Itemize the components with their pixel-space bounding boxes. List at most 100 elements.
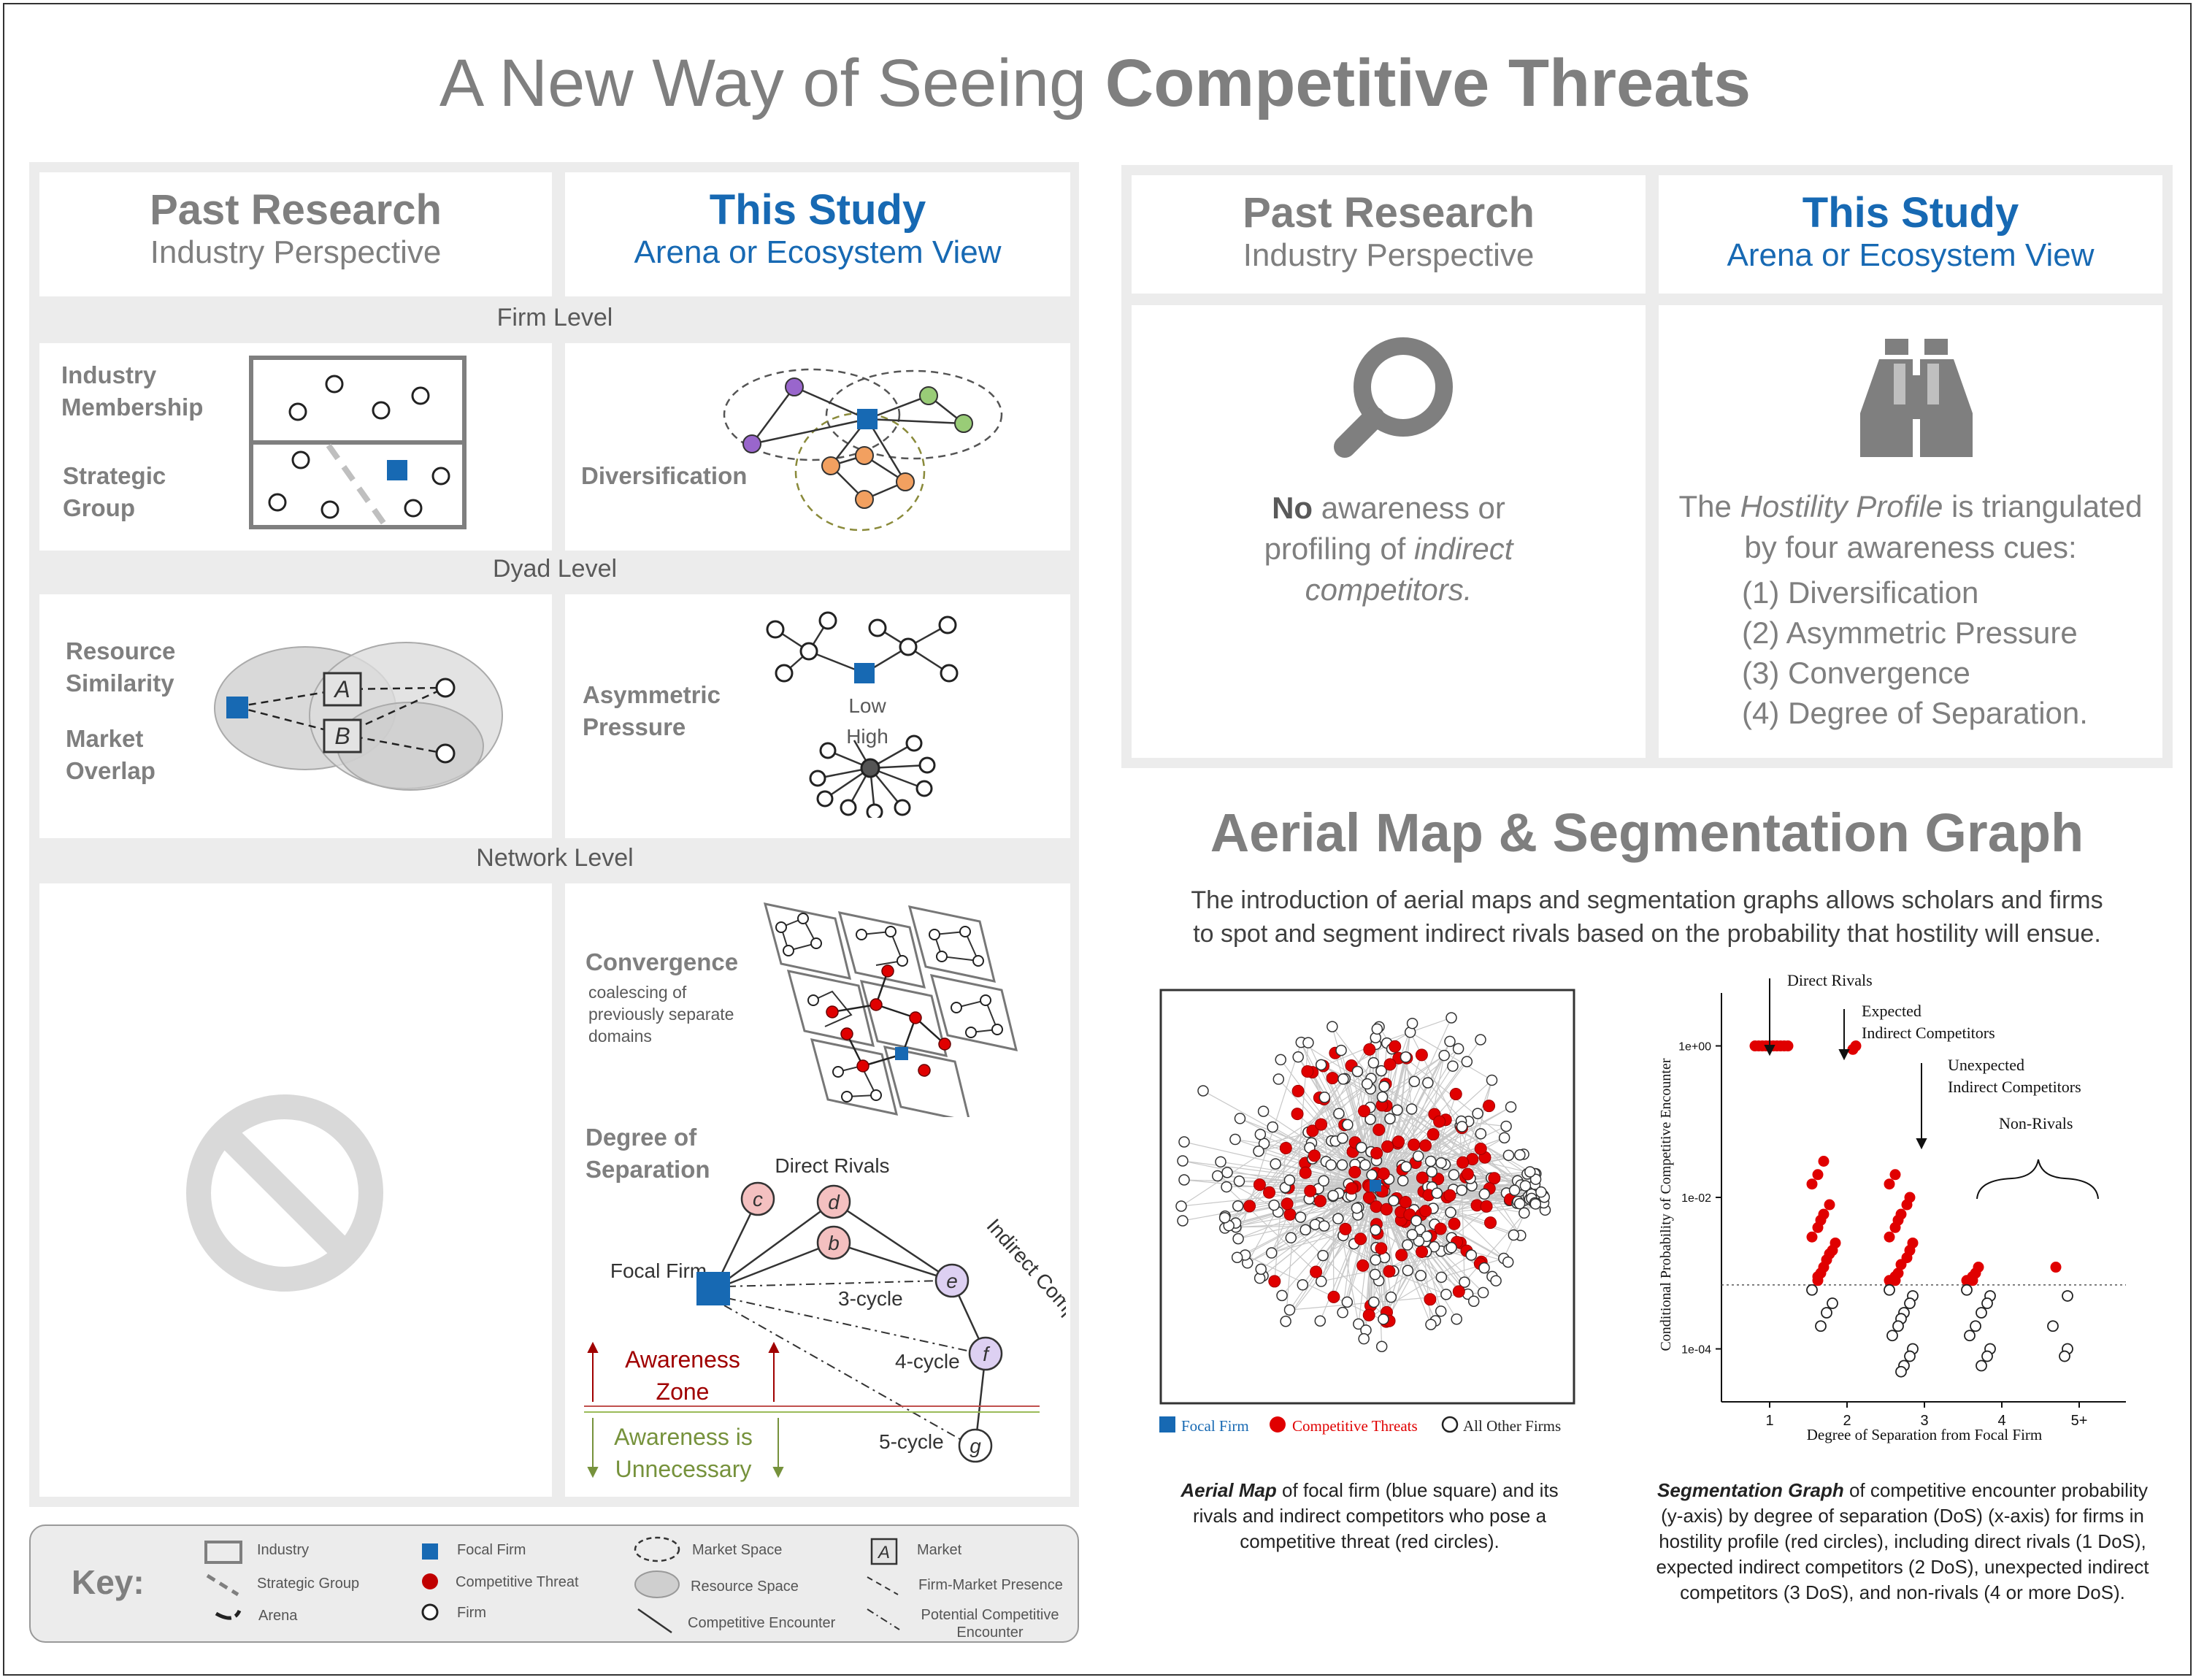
firm-node [1211,1170,1224,1182]
threat-node [1268,1275,1281,1288]
firm-node [1375,1340,1388,1352]
firm-node [1351,1202,1363,1214]
market-a [323,672,362,707]
threat-node [1392,1135,1405,1148]
firm-node [1428,1240,1440,1253]
firm-node [1412,1150,1424,1162]
annotation-direct-rivals: Direct Rivals [1787,971,1873,989]
firm-node [1424,1155,1437,1167]
firm-node [1472,1108,1483,1119]
threat-node [1389,1040,1402,1053]
threat-node [1418,1139,1432,1152]
firm-node [1529,1198,1542,1210]
firm-node [1385,1291,1397,1303]
convergence-diagram [763,902,1018,1117]
hp-line1b: Hostility Profile [1740,489,1943,523]
market-space [723,368,901,461]
firm-node [1254,1128,1267,1140]
scatter-point [1815,1320,1827,1332]
threat-node [1377,1167,1390,1181]
market-space-key-icon [634,1536,680,1562]
industry-diagram [249,356,467,529]
threat-node [1434,1222,1447,1235]
left-past-subtitle: Industry Perspective [150,234,442,270]
firm-node [1270,1158,1281,1170]
threat-node [1263,1186,1276,1199]
threat-node [1313,1194,1327,1208]
awareness-unnecessary-label: Awareness is Unnecessary [614,1424,753,1482]
diversification-label: Diversification [581,462,748,489]
firm-node [1408,1075,1421,1088]
competitive-encounter-key-icon [637,1608,672,1634]
firm-node [1280,1315,1291,1327]
scatter-point [1892,1320,1904,1332]
node-b: b [828,1232,840,1254]
key-arena: Arena [258,1608,298,1624]
resource-space-key-icon [634,1570,680,1598]
hp-line2: by four awareness cues: [1744,530,2077,564]
scatter-point [1961,1275,1973,1286]
right-header-past: Past Research Industry Perspective [1132,175,1646,294]
firm-node [1435,1305,1447,1317]
firm-node [1341,1296,1354,1308]
threat-node [1383,1265,1396,1278]
focal-firm-label: Focal Firm [610,1259,707,1282]
y-tick-label: 1e+00 [1678,1041,1711,1054]
threat-node [1461,1167,1474,1181]
firm-node [1425,1319,1437,1330]
firm-node [1177,1155,1189,1167]
firm-node [1318,1092,1331,1103]
firm-node [1367,1056,1380,1069]
firm-node [1364,1113,1376,1125]
key-label: Key: [72,1563,145,1601]
threat-node [1243,1200,1256,1213]
firm-node [1467,1295,1480,1308]
firm-node [1177,1215,1189,1227]
focal-firm-square [857,409,878,429]
degree-of-separation-diagram: Direct Rivals Focal Firm c d b e f g Ind… [584,1154,1066,1478]
firm-node [1500,1120,1512,1132]
threat-node [1483,1100,1496,1113]
high-label: High [846,725,888,748]
binoculars-icon [1860,339,1973,457]
firm-node [1376,1091,1389,1103]
firm-node [1400,1161,1412,1173]
key-firm-market-presence: Firm-Market Presence [918,1577,1063,1593]
focal-firm-square [387,460,407,480]
threat-node [1399,1196,1412,1209]
firm-node [1410,1215,1422,1227]
firm-circle [411,386,430,405]
scatter-point [1964,1330,1976,1342]
focal-firm-key-icon [422,1543,438,1560]
asymmetric-pressure-diagram: Low High [766,611,959,818]
firm-node [1368,1296,1380,1308]
firm-node [1356,1141,1367,1154]
graph-caption-rest: of competitive encounter probability (y-… [1656,1479,2149,1603]
industry-key-icon [204,1541,242,1564]
cycle4-label: 4-cycle [895,1350,960,1373]
aerial-map [1159,989,1575,1405]
firm-node [1336,1159,1348,1171]
scatter-point [1818,1156,1830,1167]
firm-node [1327,1189,1339,1202]
threat-node [1308,1149,1321,1162]
firm-node [1384,1113,1396,1125]
threat-node [1448,1217,1461,1230]
aerial-map-caption: Aerial Map of focal firm (blue square) a… [1158,1478,1581,1554]
firm-node [1397,1175,1409,1186]
segmentation-graph: Conditional Probability of Competitive E… [1658,971,2126,1443]
firm-node [1477,1286,1489,1299]
resource-market-diagram: A B [214,642,503,791]
scatter-point [1806,1178,1818,1190]
no-awareness-text: No awareness or profiling of indirect co… [1139,488,1638,610]
threat-node [1484,1216,1497,1230]
firm-node [1299,1224,1311,1236]
title-part2: Competitive Threats [1105,46,1751,120]
threat-node [1370,1200,1383,1213]
firm-node [1478,1188,1491,1200]
no-italic2: competitors. [1305,572,1473,607]
scatter-point [1812,1275,1824,1286]
firm-node [1353,1318,1364,1330]
firm-node [1337,1306,1348,1319]
y-tick-label: 1e-02 [1681,1192,1711,1205]
